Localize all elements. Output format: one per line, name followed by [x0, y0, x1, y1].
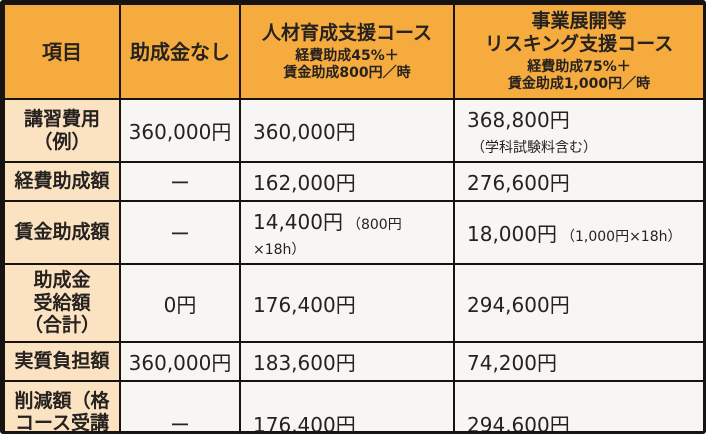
table-row-net-cost: 実質負担額 360,000円 183,600円 74,200円 — [3, 341, 703, 382]
jinzai-course-subtitle: 経費助成45%＋ 賃金助成800円／時 — [283, 47, 411, 81]
row-label: 賃金助成額 — [3, 200, 121, 265]
table-header: 項目 助成金なし 人材育成支援コース 経費助成45%＋ 賃金助成800円／時 事… — [3, 3, 703, 100]
jigyo-course-title: 事業展開等 リスキング支援コース — [484, 10, 674, 56]
cell-value: 368,800円 — [467, 108, 570, 132]
cell-value: ー — [170, 222, 190, 246]
header-cell-no-subsidy: 助成金なし — [119, 3, 241, 100]
value-cell-none: ー — [119, 200, 241, 265]
value-cell-none: 0円 — [119, 263, 241, 343]
cell-value: 183,600円 — [253, 351, 356, 375]
value-cell-jinzai: 176,400円 — [239, 263, 455, 343]
cell-value: 0円 — [163, 292, 197, 317]
cell-note: （学科試験料含む） — [471, 140, 597, 156]
table-body: 講習費用 （例） 360,000円 360,000円 368,800円 （学科試験… — [3, 98, 703, 434]
cell-note: （1,000円×18h） — [560, 229, 682, 245]
value-cell-none: ー — [119, 380, 241, 434]
header-row: 項目 助成金なし 人材育成支援コース 経費助成45%＋ 賃金助成800円／時 事… — [3, 3, 703, 100]
cell-value: 294,600円 — [467, 413, 570, 434]
value-cell-jigyo: 294,600円 — [453, 380, 703, 434]
value-cell-none: 360,000円 — [119, 341, 241, 382]
cell-value: 176,400円 — [253, 413, 356, 434]
cell-value: 176,400円 — [253, 292, 356, 317]
header-no-subsidy-label: 助成金なし — [130, 39, 230, 64]
value-cell-jigyo: 294,600円 — [453, 263, 703, 343]
table-row-expense-subsidy: 経費助成額 ー 162,000円 276,600円 — [3, 161, 703, 202]
cell-value: ー — [170, 413, 190, 434]
header-cell-jigyo-course: 事業展開等 リスキング支援コース 経費助成75%＋ 賃金助成1,000円／時 — [453, 3, 703, 100]
cell-value: 276,600円 — [467, 171, 570, 195]
header-cell-item: 項目 — [3, 3, 121, 100]
header-cell-jinzai-course: 人材育成支援コース 経費助成45%＋ 賃金助成800円／時 — [239, 3, 455, 100]
cell-value: 74,200円 — [467, 351, 557, 375]
row-label: 経費助成額 — [3, 161, 121, 202]
value-cell-jigyo: 74,200円 — [453, 341, 703, 382]
jinzai-course-title: 人材育成支援コース — [261, 21, 433, 44]
cell-value: 162,000円 — [253, 171, 356, 195]
value-cell-jinzai: 176,400円 — [239, 380, 455, 434]
cell-value: 360,000円 — [128, 351, 232, 375]
row-label: 実質負担額 — [3, 341, 121, 382]
cell-value: 360,000円 — [253, 120, 356, 144]
value-cell-none: 360,000円 — [119, 98, 241, 163]
row-label: 助成金 受給額 （合計） — [3, 263, 121, 343]
value-cell-jinzai: 14,400円 （800円×18h） — [239, 200, 455, 265]
cell-value: ー — [170, 171, 190, 195]
value-cell-jigyo: 368,800円 （学科試験料含む） — [453, 98, 703, 163]
table-row-reduction: 削減額（格 コース受講 費対比） ー 176,400円 294,600円 — [3, 380, 703, 434]
value-cell-jinzai: 162,000円 — [239, 161, 455, 202]
header-item-label: 項目 — [42, 39, 82, 64]
comparison-table: 項目 助成金なし 人材育成支援コース 経費助成45%＋ 賃金助成800円／時 事… — [3, 3, 703, 434]
table-row-subsidy-total: 助成金 受給額 （合計） 0円 176,400円 294,600円 — [3, 263, 703, 343]
row-label: 講習費用 （例） — [3, 98, 121, 163]
cell-value: 14,400円 — [253, 210, 343, 234]
table-row-wage-subsidy: 賃金助成額 ー 14,400円 （800円×18h） 18,000円 （1,000円… — [3, 200, 703, 265]
cell-note: （800円×18h） — [253, 217, 402, 258]
value-cell-jinzai: 183,600円 — [239, 341, 455, 382]
table-row-course-fee: 講習費用 （例） 360,000円 360,000円 368,800円 （学科試験… — [3, 98, 703, 163]
value-cell-jigyo: 18,000円 （1,000円×18h） — [453, 200, 703, 265]
cell-value: 18,000円 — [467, 222, 557, 246]
value-cell-jigyo: 276,600円 — [453, 161, 703, 202]
jigyo-course-subtitle: 経費助成75%＋ 賃金助成1,000円／時 — [507, 59, 651, 93]
cell-value: 294,600円 — [467, 292, 570, 317]
value-cell-jinzai: 360,000円 — [239, 98, 455, 163]
row-label: 削減額（格 コース受講 費対比） — [3, 380, 121, 431]
cell-value: 360,000円 — [128, 120, 232, 144]
value-cell-none: ー — [119, 161, 241, 202]
